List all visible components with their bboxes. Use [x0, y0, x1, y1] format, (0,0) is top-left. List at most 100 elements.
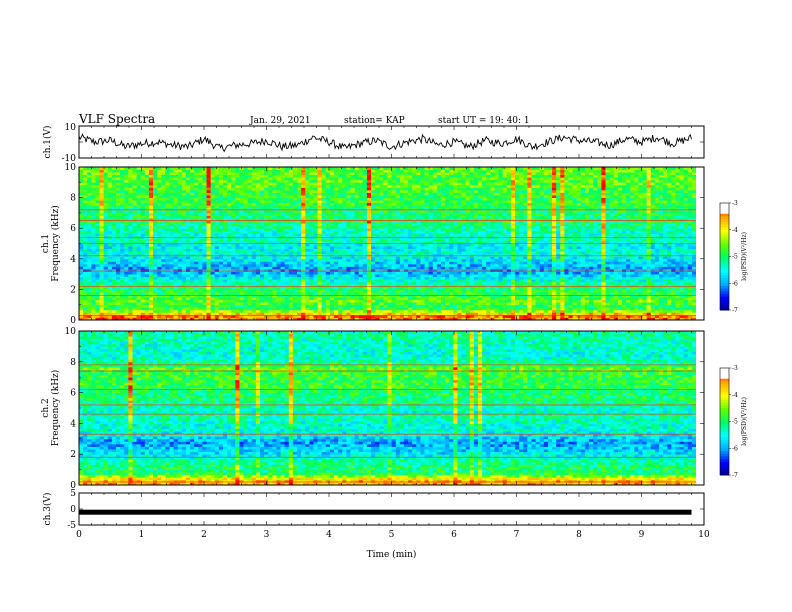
spectrogram-cell: [597, 240, 602, 244]
spectrogram-cell: [383, 248, 388, 252]
spectrogram-cell: [687, 266, 693, 270]
spectrogram-cell: [671, 238, 676, 242]
spectrogram-cell: [202, 261, 207, 265]
spectrogram-cell: [634, 317, 639, 321]
spectrogram-cell: [589, 284, 594, 288]
spectrogram-cell: [99, 281, 105, 285]
spectrogram-cell: [375, 271, 380, 275]
spectrogram-cell: [185, 307, 191, 311]
spectrogram-cell: [523, 304, 528, 308]
spectrogram-cell: [658, 284, 664, 288]
spectrogram-cell: [301, 291, 306, 295]
spectrogram-cell: [564, 256, 569, 260]
spectrogram-cell: [132, 309, 137, 313]
spectrogram-cell: [691, 284, 697, 288]
spectrogram-cell: [325, 274, 331, 278]
spectrogram-cell: [572, 274, 578, 278]
spectrogram-cell: [227, 251, 232, 255]
spectrogram-cell: [552, 276, 557, 280]
spectrogram-cell: [482, 243, 487, 247]
spectrogram-cell: [99, 271, 105, 275]
spectrogram-cell: [621, 291, 627, 295]
spectrogram-cell: [140, 291, 146, 295]
spectrogram-cell: [420, 263, 425, 267]
spectrogram-cell: [140, 256, 146, 260]
spectrogram-cell: [605, 297, 611, 300]
spectrogram-cell: [202, 314, 207, 318]
spectrogram-cell: [321, 261, 327, 265]
spectrogram-cell: [321, 314, 327, 318]
spectrogram-cell: [140, 286, 146, 290]
spectrogram-cell: [177, 286, 183, 290]
spectrogram-cell: [576, 279, 582, 283]
spectrogram-cell: [469, 276, 475, 280]
spectrogram-cell: [658, 314, 664, 318]
spectrogram-cell: [605, 240, 611, 244]
spectrogram-cell: [424, 302, 430, 306]
spectrogram-cell: [642, 286, 648, 290]
spectrogram-cell: [461, 246, 467, 249]
spectrogram-cell: [601, 309, 606, 313]
spectrogram-cell: [239, 274, 244, 278]
spectrogram-cell: [371, 281, 376, 285]
spectrogram-cell: [305, 276, 310, 280]
spectrogram-cell: [671, 274, 676, 278]
spectrogram-cell: [116, 304, 121, 308]
spectrogram-cell: [255, 279, 261, 283]
spectrogram-cell: [83, 281, 88, 285]
spectrogram-cell: [292, 304, 298, 308]
spectrogram-cell: [284, 317, 290, 321]
spectrogram-cell: [309, 299, 314, 303]
spectrogram-cell: [251, 281, 257, 285]
spectrogram-cell: [420, 253, 425, 257]
spectrogram-cell: [589, 307, 594, 311]
spectrogram-cell: [473, 253, 479, 257]
spectrogram-cell: [165, 246, 170, 249]
spectrogram-cell: [630, 289, 635, 293]
spectrogram-cell: [227, 238, 232, 242]
spectrogram-cell: [560, 251, 565, 255]
spectrogram-cell: [222, 289, 228, 293]
spectrogram-cell: [268, 271, 273, 275]
spectrogram-cell: [132, 284, 137, 288]
spectrogram-cell: [288, 251, 294, 255]
spectrogram-cell: [255, 299, 261, 303]
spectrogram-cell: [469, 261, 475, 265]
spectrogram-cell: [449, 309, 454, 313]
spectrogram-cell: [638, 271, 643, 275]
spectrogram-cell: [486, 279, 491, 283]
spectrogram-cell: [432, 304, 438, 308]
spectrogram-cell: [663, 256, 668, 260]
spectrogram-cell: [346, 263, 351, 267]
spectrogram-cell: [667, 251, 672, 255]
spectrogram-cell: [79, 289, 84, 293]
spectrogram-cell: [157, 312, 162, 316]
spectrogram-cell: [461, 309, 467, 313]
spectrogram-cell: [408, 312, 413, 316]
spectrogram-cell: [334, 291, 339, 295]
spectrogram-cell: [358, 243, 364, 247]
spectrogram-cell: [144, 317, 150, 321]
spectrogram-cell: [523, 261, 528, 265]
spectrogram-cell: [453, 238, 458, 242]
spectrogram-cell: [338, 302, 343, 306]
spectrogram-cell: [387, 302, 393, 306]
figure-title: VLF Spectra: [78, 112, 155, 126]
spectrogram-cell: [280, 269, 286, 272]
spectrogram-cell: [338, 284, 343, 288]
spectrogram-cell: [519, 294, 524, 298]
spectrogram-cell: [440, 289, 446, 293]
spectrogram-cell: [255, 271, 261, 275]
spectrogram-cell: [626, 266, 631, 270]
spectrogram-cell: [515, 238, 520, 242]
spectrogram-cell: [350, 276, 355, 280]
spectrogram-cell: [366, 246, 372, 249]
spectrogram-cell: [214, 291, 220, 295]
spectrogram-cell: [362, 238, 368, 242]
spectrogram-cell: [292, 251, 298, 255]
spectrogram-cell: [412, 253, 417, 257]
spectrogram-cell: [432, 261, 438, 265]
spectrogram-cell: [350, 307, 355, 311]
spectrogram-cell: [584, 309, 590, 313]
spectrogram-cell: [383, 297, 388, 300]
